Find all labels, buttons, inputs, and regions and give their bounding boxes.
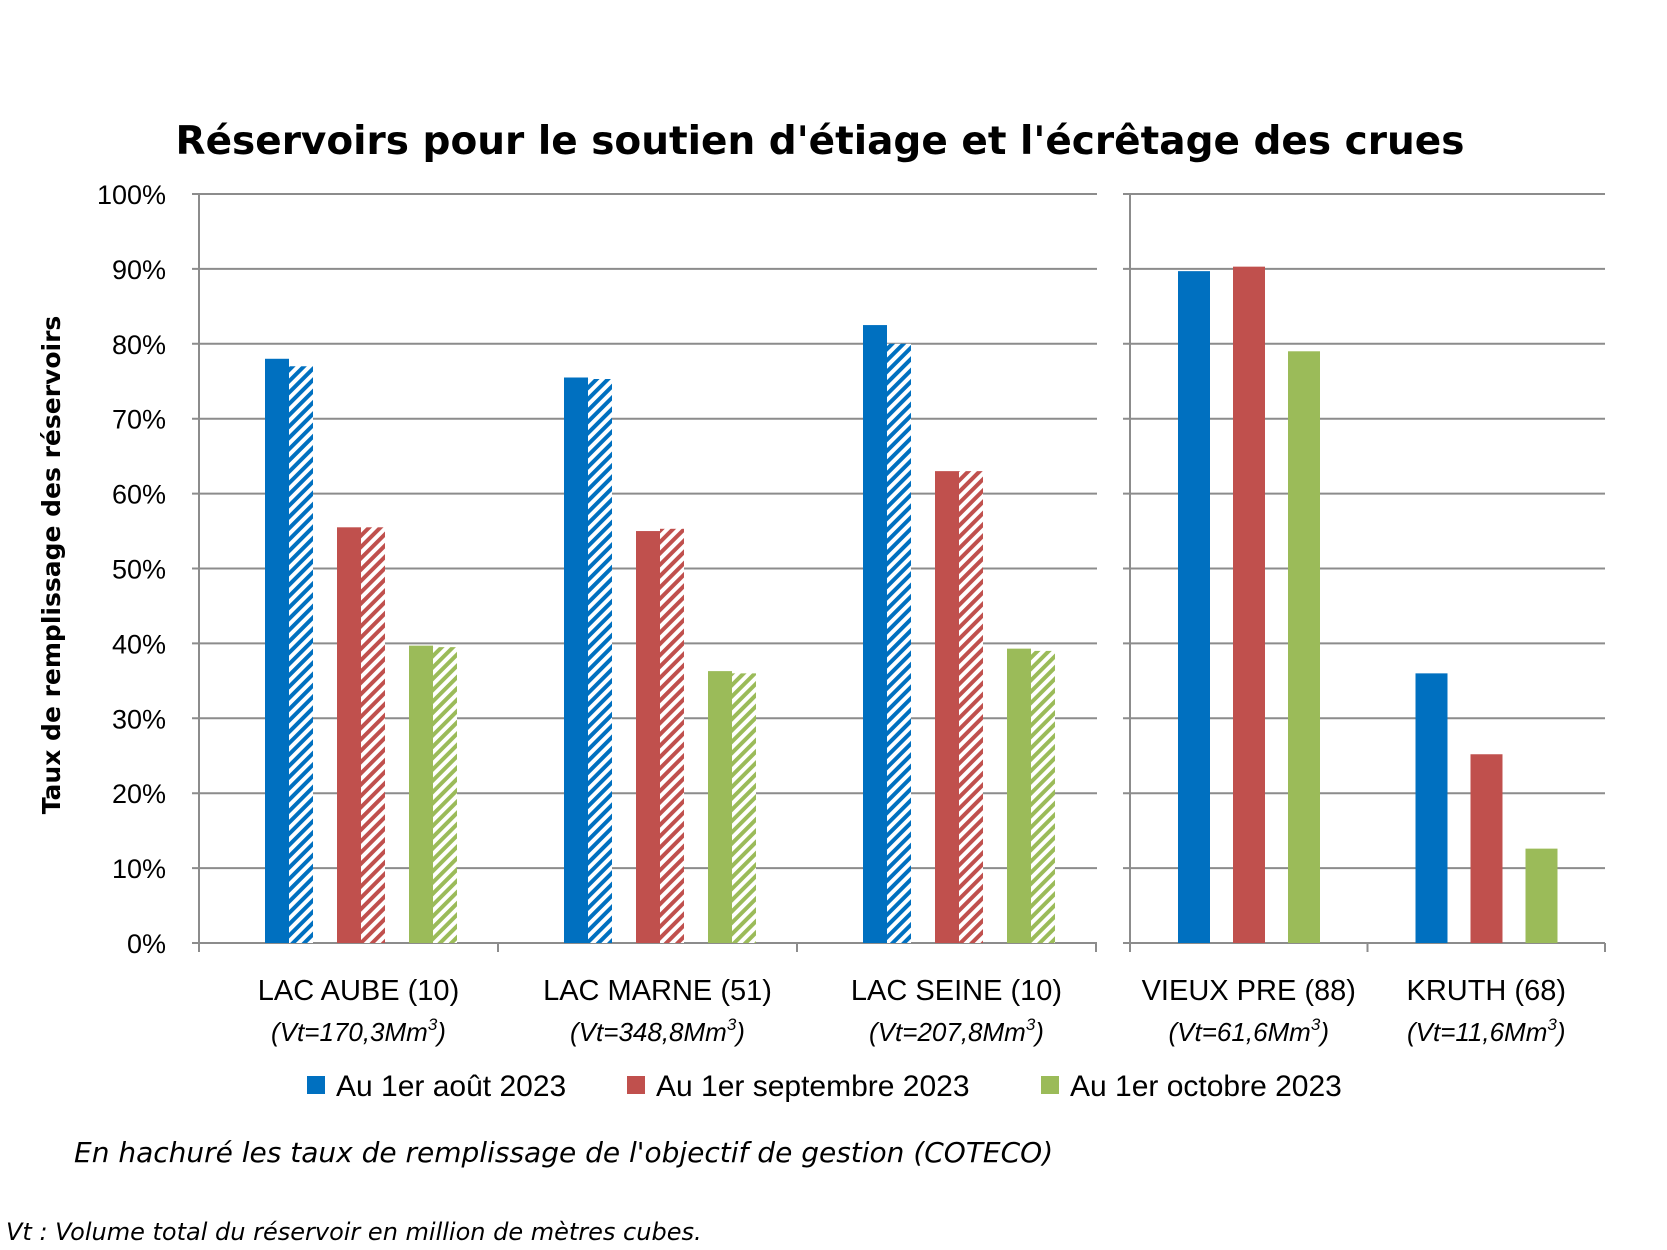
legend: Au 1er août 2023 Au 1er septembre 2023 A…: [307, 1070, 1342, 1103]
y-tick-label: 90%: [112, 255, 166, 285]
volume-footnote: Vt : Volume total du réservoir en millio…: [6, 1218, 702, 1246]
bar: [863, 325, 887, 943]
axis-labels: 0% 10% 20% 30% 40% 50% 60% 70% 80% 90% 100% LAC AUB…: [97, 180, 1566, 1047]
target-bar-hatched: [660, 528, 684, 943]
bar: [265, 358, 289, 943]
bar: [409, 645, 433, 943]
legend-swatch-septembre: [627, 1076, 645, 1094]
y-axis-label: Taux de remplissage des réservoirs: [37, 316, 66, 815]
bar: [636, 531, 660, 943]
target-bar-hatched: [289, 366, 313, 943]
bar: [708, 671, 732, 943]
target-bar-hatched: [887, 343, 911, 943]
y-tick-label: 100%: [97, 180, 166, 210]
y-tick-label: 80%: [112, 330, 166, 360]
bar: [1288, 351, 1320, 943]
legend-label-septembre: Au 1er septembre 2023: [656, 1070, 970, 1103]
chart-title: Réservoirs pour le soutien d'étiage et l…: [176, 119, 1465, 164]
target-bar-hatched: [959, 471, 983, 943]
category-label: LAC MARNE (51): [543, 975, 772, 1007]
bar: [564, 377, 588, 943]
y-tick-label: 0%: [127, 929, 166, 959]
hatch-note: En hachuré les taux de remplissage de l'…: [74, 1136, 1053, 1169]
bar: [1007, 648, 1031, 943]
bar: [935, 471, 959, 943]
target-bar-hatched: [588, 379, 612, 943]
target-bar-hatched: [732, 673, 756, 943]
category-volume-label: (Vt=61,6Mm3): [1169, 1015, 1329, 1047]
y-tick-label: 60%: [112, 480, 166, 510]
bar: [1233, 266, 1265, 943]
y-tick-label: 50%: [112, 555, 166, 585]
legend-swatch-aout: [307, 1076, 325, 1094]
y-tick-label: 10%: [112, 854, 166, 884]
bar: [1525, 848, 1558, 943]
bar: [337, 527, 361, 943]
bar: [1470, 754, 1503, 943]
target-bar-hatched: [433, 647, 457, 943]
y-tick-label: 30%: [112, 704, 166, 734]
target-bar-hatched: [1031, 650, 1055, 943]
category-label: KRUTH (68): [1406, 975, 1566, 1007]
legend-swatch-octobre: [1041, 1076, 1059, 1094]
y-tick-label: 20%: [112, 779, 166, 809]
bars: [265, 266, 1558, 944]
y-tick-label: 40%: [112, 629, 166, 659]
category-volume-label: (Vt=207,8Mm3): [869, 1015, 1044, 1047]
category-label: LAC SEINE (10): [851, 975, 1062, 1007]
category-volume-label: (Vt=11,6Mm3): [1407, 1015, 1566, 1047]
bar: [1178, 271, 1210, 944]
target-bar-hatched: [361, 527, 385, 943]
y-tick-label: 70%: [112, 405, 166, 435]
category-label: VIEUX PRE (88): [1142, 975, 1356, 1007]
category-volume-label: (Vt=170,3Mm3): [271, 1015, 446, 1047]
category-volume-label: (Vt=348,8Mm3): [570, 1015, 745, 1047]
bar: [1415, 673, 1448, 943]
legend-label-aout: Au 1er août 2023: [336, 1070, 566, 1103]
legend-label-octobre: Au 1er octobre 2023: [1070, 1070, 1342, 1103]
category-label: LAC AUBE (10): [258, 975, 459, 1007]
